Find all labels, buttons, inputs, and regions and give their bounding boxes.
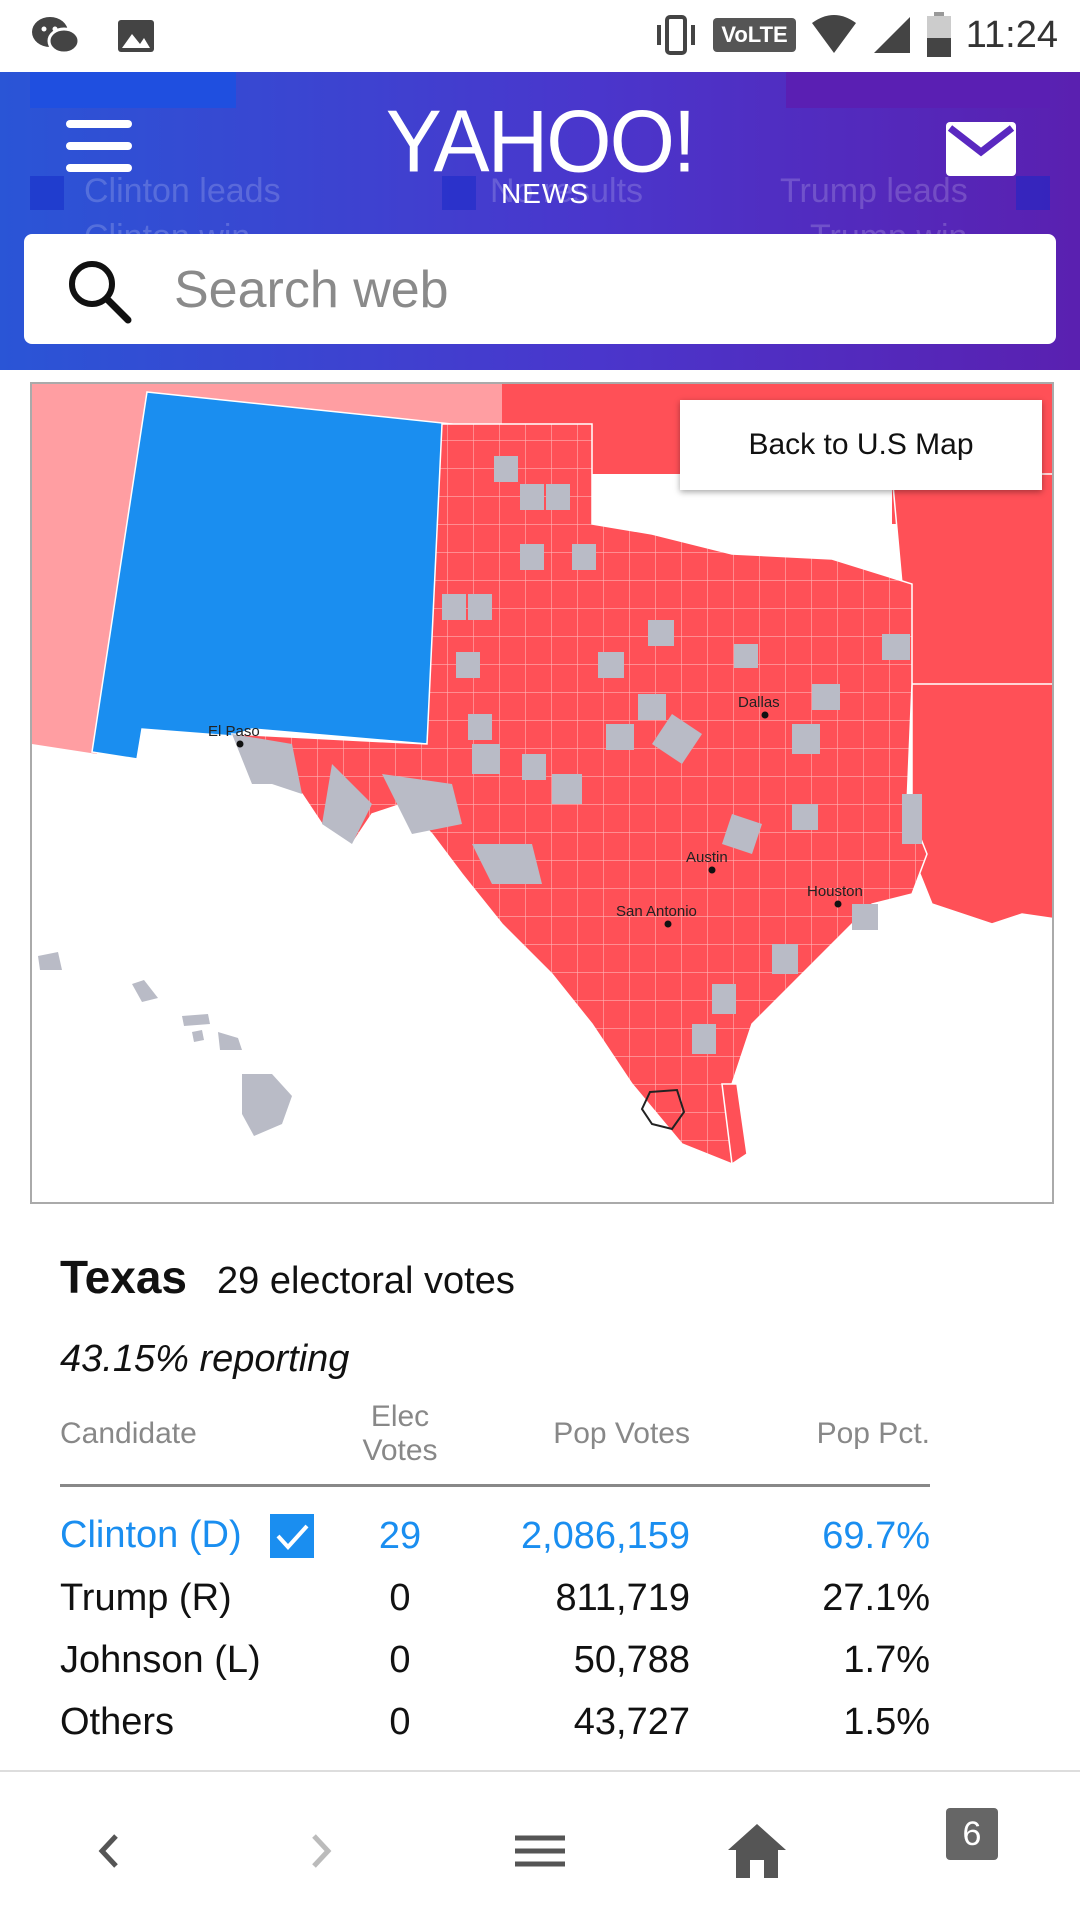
browser-bottom-bar: 6 <box>0 1770 1080 1922</box>
home-icon[interactable] <box>722 1816 792 1886</box>
table-row: Johnson (L) 0 50,788 1.7% <box>60 1629 930 1691</box>
back-to-us-map-button[interactable]: Back to U.S Map <box>680 400 1042 490</box>
results-table: Candidate Elec Votes Pop Votes Pop Pct. … <box>60 1400 930 1753</box>
city-dot-el-paso <box>236 740 244 748</box>
header-candidate: Candidate <box>60 1400 330 1487</box>
header-elec-votes: Elec Votes <box>330 1400 470 1487</box>
city-dot-austin <box>708 866 716 874</box>
candidate-name: Others <box>60 1700 175 1743</box>
elec-votes: 0 <box>389 1700 411 1743</box>
candidate-name: Johnson (L) <box>60 1638 261 1681</box>
city-labels: El Paso Dallas Austin Houston San Antoni… <box>208 694 863 928</box>
state-title-row: Texas 29 electoral votes <box>60 1250 515 1304</box>
mail-icon[interactable] <box>946 122 1016 176</box>
state-name: Texas <box>60 1251 188 1303</box>
hamburger-menu-button[interactable] <box>66 120 132 174</box>
pop-pct: 1.7% <box>843 1638 930 1681</box>
elec-votes: 0 <box>389 1576 411 1619</box>
city-label-san-antonio: San Antonio <box>616 903 697 920</box>
header-pop-votes: Pop Votes <box>470 1400 690 1487</box>
gulf-barrier <box>721 1083 748 1166</box>
state-new-mexico[interactable] <box>91 391 453 760</box>
back-icon[interactable] <box>74 1816 144 1886</box>
table-row: Others 0 43,727 1.5% <box>60 1691 930 1753</box>
forward-icon[interactable] <box>286 1816 356 1886</box>
clock: 11:24 <box>965 13 1058 56</box>
search-bar[interactable] <box>24 234 1056 344</box>
legend-trump-leads: Trump leads <box>780 172 968 210</box>
signal-icon <box>873 17 910 53</box>
pop-votes: 2,086,159 <box>520 1514 690 1557</box>
legend-clinton-leads: Clinton leads <box>84 172 281 210</box>
map-svg[interactable]: El Paso Dallas Austin Houston San Antoni… <box>32 384 1054 1204</box>
elec-votes: 29 <box>378 1514 422 1557</box>
city-dot-dallas <box>761 711 769 719</box>
winner-check-icon <box>270 1514 315 1559</box>
pop-votes: 50,788 <box>573 1638 690 1681</box>
image-icon <box>118 20 154 52</box>
pop-pct: 69.7% <box>822 1514 930 1557</box>
volte-badge: VoLTE <box>713 18 796 52</box>
table-header: Candidate Elec Votes Pop Votes Pop Pct. <box>60 1400 930 1487</box>
city-label-dallas: Dallas <box>738 694 780 711</box>
menu-icon[interactable] <box>505 1816 575 1886</box>
pop-votes: 811,719 <box>555 1576 690 1619</box>
election-map[interactable]: El Paso Dallas Austin Houston San Antoni… <box>30 382 1054 1204</box>
legend-no-results: No results <box>490 172 644 210</box>
status-bar: VoLTE 11:24 <box>0 0 1080 72</box>
pop-pct: 27.1% <box>822 1576 930 1619</box>
search-icon <box>69 261 132 324</box>
candidate-name: Clinton (D) <box>60 1513 242 1556</box>
legend-bar-clinton <box>30 72 236 108</box>
reporting-status: 43.15% reporting <box>60 1338 350 1380</box>
pop-pct: 1.5% <box>843 1700 930 1743</box>
no-result-counties <box>232 456 922 1054</box>
hawaii-islands <box>38 952 292 1136</box>
wechat-icon <box>32 17 80 55</box>
state-arizona[interactable] <box>32 384 147 754</box>
city-label-austin: Austin <box>686 849 728 866</box>
search-input[interactable] <box>172 256 1016 324</box>
yahoo-logo[interactable]: YAHOO! NEWS <box>385 91 697 209</box>
city-label-houston: Houston <box>807 883 863 900</box>
tabs-icon[interactable]: 6 <box>946 1808 998 1860</box>
candidate-name: Trump (R) <box>60 1576 232 1619</box>
vibrate-icon <box>657 15 696 55</box>
table-row: Trump (R) 0 811,719 27.1% <box>60 1567 930 1629</box>
selected-county[interactable] <box>640 1088 686 1131</box>
header-pop-pct: Pop Pct. <box>690 1400 930 1487</box>
wifi-icon <box>811 15 856 53</box>
pop-votes: 43,727 <box>573 1700 690 1743</box>
table-row: Clinton (D) 29 2,086,159 69.7% <box>60 1505 930 1567</box>
app-header: Clinton leads No results Trump leads Cli… <box>0 72 1080 370</box>
city-dot-san-antonio <box>664 920 672 928</box>
city-dot-houston <box>834 900 842 908</box>
elec-votes: 0 <box>389 1638 411 1681</box>
battery-icon <box>926 12 951 57</box>
electoral-votes: 29 electoral votes <box>217 1260 515 1302</box>
city-label-el-paso: El Paso <box>208 723 260 740</box>
legend-bar-trump <box>786 72 1050 108</box>
